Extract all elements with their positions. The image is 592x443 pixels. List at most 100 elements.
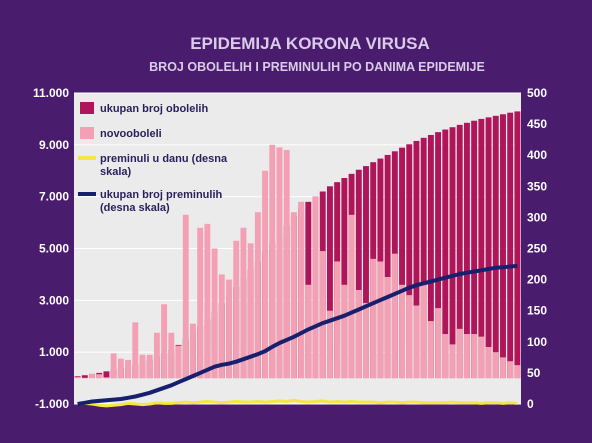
total-cases-bar	[341, 178, 348, 379]
left-tick-label: -1.000	[35, 397, 69, 411]
left-tick-label: 11.000	[33, 86, 69, 100]
total-cases-bar	[103, 371, 110, 379]
new-cases-bar	[384, 277, 391, 379]
new-cases-bar	[269, 144, 276, 379]
right-tick-label: 150	[527, 304, 547, 318]
new-cases-bar	[132, 322, 139, 379]
right-tick-label: 0	[527, 397, 534, 411]
new-cases-bar	[254, 212, 261, 379]
new-cases-bar	[139, 354, 146, 379]
new-cases-bar	[391, 253, 398, 379]
legend-label: ukupan broj obolelih	[100, 103, 208, 115]
total-cases-bar	[326, 186, 333, 379]
new-cases-bar	[348, 214, 355, 379]
total-cases-bar	[514, 111, 521, 379]
new-cases-bar	[276, 147, 283, 379]
new-cases-bar	[435, 308, 442, 379]
chart-subtitle: BROJ OBOLELIH I PREMINULIH PO DANIMA EPI…	[149, 60, 485, 74]
new-cases-bar	[377, 261, 384, 379]
right-tick-label: 300	[527, 210, 547, 224]
new-cases-bar	[226, 279, 232, 379]
right-tick-label: 350	[527, 179, 547, 193]
left-axis-ticks: -1.000 1.000 3.000 5.000 7.000 9.000 11.000	[33, 86, 69, 411]
new-cases-bar	[456, 328, 463, 379]
left-tick-label: 7.000	[39, 190, 69, 204]
total-deaths-line	[77, 263, 518, 406]
new-cases-bar	[341, 284, 348, 379]
total-cases-bar	[456, 124, 463, 379]
new-cases-bar	[247, 243, 254, 379]
right-tick-label: 250	[527, 242, 547, 256]
left-tick-label: 9.000	[39, 138, 69, 152]
new-cases-bar	[298, 201, 305, 379]
new-cases-bar	[326, 310, 333, 379]
new-cases-bar	[233, 240, 240, 379]
right-tick-label: 400	[527, 148, 547, 162]
new-cases-bar	[262, 170, 269, 379]
total-cases-bar	[355, 169, 362, 379]
new-cases-bar	[492, 352, 499, 379]
total-cases-bar	[413, 140, 420, 379]
new-cases-bar	[363, 302, 369, 379]
new-cases-bar	[420, 284, 427, 379]
legend: ukupan broj obolelih novooboleli preminuli…	[78, 102, 228, 214]
right-tick-label: 100	[527, 335, 547, 349]
chart-title: EPIDEMIJA KORONA VIRUSA	[190, 34, 430, 53]
total-cases-bar	[500, 114, 506, 379]
right-axis-ticks: 0 50 100 150 200 250 300 350 400 450 500	[527, 86, 547, 411]
new-cases-bar	[175, 345, 182, 379]
new-cases-bar	[427, 321, 434, 379]
left-tick-label: 1.000	[39, 345, 69, 359]
total-cases-bar	[363, 166, 369, 379]
total-cases-bar	[507, 112, 514, 379]
total-cases-bar	[492, 115, 499, 379]
total-cases-bar	[384, 154, 391, 379]
legend-label: preminuli u danu (desna skala)	[100, 153, 228, 178]
total-cases-bar	[399, 147, 405, 379]
new-cases-bar	[89, 373, 95, 379]
legend-item: ukupan broj preminulih (desna skala)	[78, 189, 223, 214]
legend-item: ukupan broj obolelih	[80, 102, 208, 115]
new-cases-bar	[197, 227, 204, 379]
legend-label: novooboleli	[100, 128, 162, 140]
new-cases-bar	[399, 284, 405, 379]
new-cases-bar	[218, 274, 225, 379]
new-cases-bar	[146, 354, 153, 379]
new-cases-bar	[449, 344, 456, 379]
death-lines	[77, 263, 518, 408]
total-cases-bar	[449, 127, 456, 379]
new-cases-bar	[182, 214, 189, 379]
legend-swatch	[80, 127, 94, 139]
new-cases-bar	[117, 358, 124, 379]
legend-label: ukupan broj preminulih (desna skala)	[100, 189, 223, 214]
total-cases-bar	[463, 122, 470, 379]
daily-deaths-line	[77, 398, 518, 408]
new-cases-bar	[485, 346, 492, 379]
new-cases-bar	[442, 334, 449, 379]
new-cases-bar	[471, 334, 478, 379]
new-cases-bar	[240, 227, 247, 379]
new-cases-bar	[406, 295, 413, 379]
new-cases-bar	[355, 289, 362, 379]
legend-swatch	[80, 102, 94, 114]
new-cases-bar	[514, 365, 521, 379]
new-cases-bar	[110, 353, 117, 379]
total-cases-bar	[81, 375, 88, 379]
new-cases-bar	[283, 150, 290, 379]
new-cases-bar	[478, 336, 485, 379]
total-cases-bar	[420, 137, 427, 379]
total-cases-bar	[478, 118, 485, 379]
new-cases-bar	[312, 196, 319, 379]
total-cases-bar	[485, 117, 492, 379]
new-cases-bar	[211, 248, 218, 379]
new-cases-bar	[290, 212, 297, 379]
new-cases-bars	[74, 144, 521, 379]
right-tick-label: 200	[527, 273, 547, 287]
new-cases-bar	[161, 304, 168, 379]
new-cases-bar	[500, 357, 506, 379]
legend-item: novooboleli	[80, 127, 162, 140]
new-cases-bar	[190, 323, 196, 379]
new-cases-bar	[168, 332, 175, 379]
right-tick-label: 450	[527, 117, 547, 131]
